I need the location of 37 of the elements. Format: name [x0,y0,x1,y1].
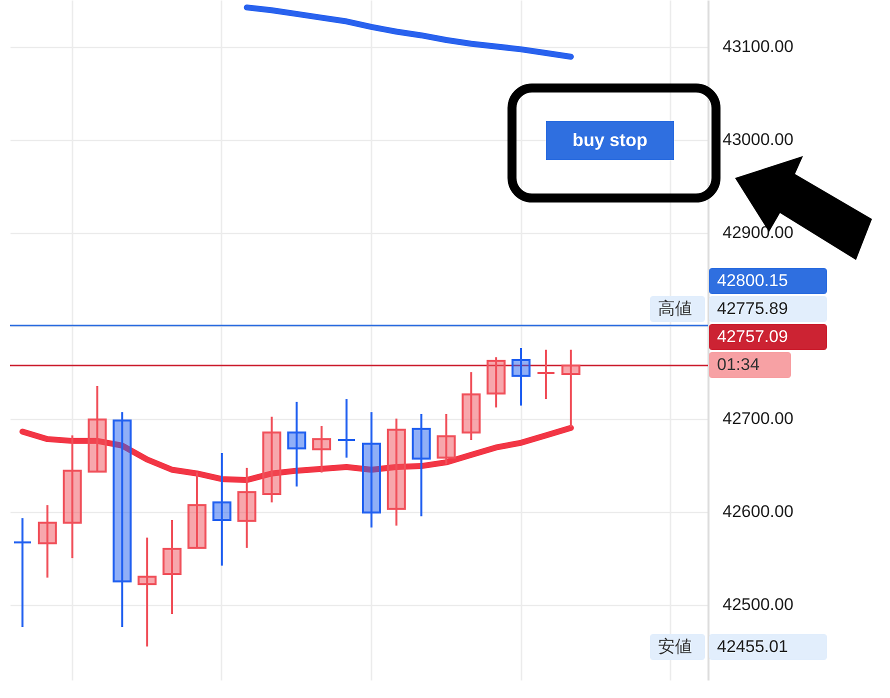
y-tick-label: 42900.00 [722,223,794,242]
candlestick [412,412,431,518]
y-tick-label: 43100.00 [722,37,794,56]
candlestick [12,517,32,628]
candlestick [212,452,232,567]
y-tick-label: 42500.00 [722,595,794,614]
candlestick [561,348,580,428]
candlestick [337,398,356,459]
candlestick [88,385,107,473]
annotation: 安値 [650,634,705,660]
candlestick [462,371,481,441]
candlestick [38,504,57,579]
text: 42775.89 [709,296,827,322]
annotation: 高値 [650,296,705,322]
candlestick [312,425,332,474]
candlestick [287,400,306,488]
y-tick-label: 42600.00 [722,502,794,522]
candlestick [162,519,182,615]
candlestick [138,536,157,648]
candlestick [262,416,282,504]
candlestick [187,472,206,549]
candlestick [486,356,506,408]
candlestick [112,411,132,628]
candlestick [62,434,82,560]
buy-stop-button: buy stop [546,121,674,160]
candlestick [386,418,406,527]
candlestick [362,411,381,528]
candlestick [436,412,456,466]
ref-line-label: 42800.15 [709,268,827,294]
candlestick [512,347,531,407]
candlestick [237,466,256,549]
y-tick-label: 42700.00 [722,409,794,428]
ref-line-label: 42757.09 [709,324,827,350]
text: 01:34 [709,352,791,378]
text: 42455.01 [709,634,827,660]
y-tick-label: 43000.00 [722,130,794,150]
candlestick [536,348,556,400]
